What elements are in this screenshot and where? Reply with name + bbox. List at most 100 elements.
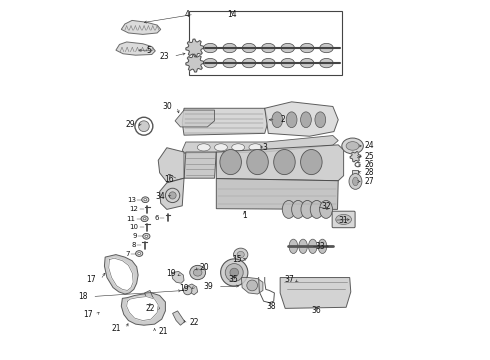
Polygon shape <box>186 39 204 57</box>
Text: 10: 10 <box>129 224 139 230</box>
Polygon shape <box>182 135 338 153</box>
Text: 22: 22 <box>190 318 199 327</box>
Ellipse shape <box>143 218 146 220</box>
Ellipse shape <box>262 43 275 53</box>
Ellipse shape <box>232 144 245 151</box>
Ellipse shape <box>315 112 326 128</box>
Text: 19: 19 <box>167 269 176 278</box>
Polygon shape <box>265 102 338 136</box>
Ellipse shape <box>223 58 237 68</box>
Text: 16: 16 <box>164 175 174 184</box>
Ellipse shape <box>166 188 180 203</box>
Text: 19: 19 <box>179 284 188 293</box>
Ellipse shape <box>262 58 275 68</box>
Ellipse shape <box>139 121 149 132</box>
Ellipse shape <box>215 144 227 151</box>
Ellipse shape <box>223 43 237 53</box>
Text: 35: 35 <box>229 275 239 284</box>
Polygon shape <box>122 293 166 325</box>
Text: 15: 15 <box>233 255 242 264</box>
Ellipse shape <box>349 174 362 189</box>
Text: 18: 18 <box>78 292 88 301</box>
Polygon shape <box>242 278 263 294</box>
Ellipse shape <box>197 144 210 151</box>
Ellipse shape <box>234 248 248 261</box>
Polygon shape <box>350 152 361 162</box>
Text: 7: 7 <box>126 251 130 257</box>
Ellipse shape <box>237 251 245 258</box>
Text: 37: 37 <box>285 275 294 284</box>
Ellipse shape <box>138 252 141 255</box>
Ellipse shape <box>282 201 295 219</box>
Ellipse shape <box>354 155 357 158</box>
Ellipse shape <box>183 286 192 295</box>
Text: 26: 26 <box>364 161 374 170</box>
Text: 24: 24 <box>364 141 374 150</box>
Ellipse shape <box>319 58 333 68</box>
Text: 3: 3 <box>262 143 267 152</box>
Polygon shape <box>160 178 184 210</box>
Polygon shape <box>122 21 161 35</box>
Text: 6: 6 <box>154 215 159 221</box>
Ellipse shape <box>310 201 323 219</box>
Text: 27: 27 <box>364 177 374 186</box>
Polygon shape <box>116 42 155 55</box>
Text: 1: 1 <box>242 211 246 220</box>
Ellipse shape <box>136 251 143 256</box>
Text: 28: 28 <box>364 168 373 177</box>
Text: 25: 25 <box>364 152 374 161</box>
Ellipse shape <box>353 177 358 186</box>
Ellipse shape <box>192 60 198 66</box>
Bar <box>352 170 358 174</box>
Ellipse shape <box>300 112 311 128</box>
Text: 2: 2 <box>280 115 285 124</box>
Polygon shape <box>186 54 204 72</box>
Ellipse shape <box>242 58 256 68</box>
Ellipse shape <box>220 149 242 175</box>
Ellipse shape <box>289 239 298 253</box>
Polygon shape <box>145 291 160 312</box>
Text: 9: 9 <box>133 233 137 239</box>
Bar <box>190 12 342 75</box>
Polygon shape <box>172 311 185 325</box>
Ellipse shape <box>249 144 262 151</box>
Ellipse shape <box>301 201 314 219</box>
Ellipse shape <box>203 43 217 53</box>
Text: 11: 11 <box>126 216 136 222</box>
Polygon shape <box>172 271 184 283</box>
Ellipse shape <box>286 112 297 128</box>
Ellipse shape <box>281 43 294 53</box>
Polygon shape <box>126 297 158 320</box>
Ellipse shape <box>272 112 283 128</box>
Ellipse shape <box>336 215 351 225</box>
Text: 20: 20 <box>199 264 209 273</box>
Ellipse shape <box>144 199 147 201</box>
FancyBboxPatch shape <box>332 211 355 228</box>
Ellipse shape <box>145 235 148 237</box>
Polygon shape <box>188 284 197 295</box>
Text: 17: 17 <box>87 275 96 284</box>
Ellipse shape <box>192 45 198 51</box>
Ellipse shape <box>203 58 217 68</box>
Text: 17: 17 <box>83 310 93 319</box>
Text: 38: 38 <box>266 302 276 311</box>
Text: 32: 32 <box>321 202 331 211</box>
Polygon shape <box>104 255 138 294</box>
Ellipse shape <box>346 141 359 150</box>
Polygon shape <box>109 258 133 291</box>
Text: 23: 23 <box>159 52 169 61</box>
Ellipse shape <box>300 149 322 175</box>
Ellipse shape <box>299 239 307 253</box>
Polygon shape <box>175 110 215 127</box>
Ellipse shape <box>319 201 333 219</box>
Text: 31: 31 <box>338 216 348 225</box>
Ellipse shape <box>242 43 256 53</box>
Text: 14: 14 <box>227 10 237 19</box>
Polygon shape <box>184 152 216 178</box>
Ellipse shape <box>194 269 202 276</box>
Ellipse shape <box>300 58 314 68</box>
Ellipse shape <box>142 197 149 203</box>
Text: 5: 5 <box>146 46 151 55</box>
Text: 4: 4 <box>185 10 190 19</box>
Ellipse shape <box>300 43 314 53</box>
